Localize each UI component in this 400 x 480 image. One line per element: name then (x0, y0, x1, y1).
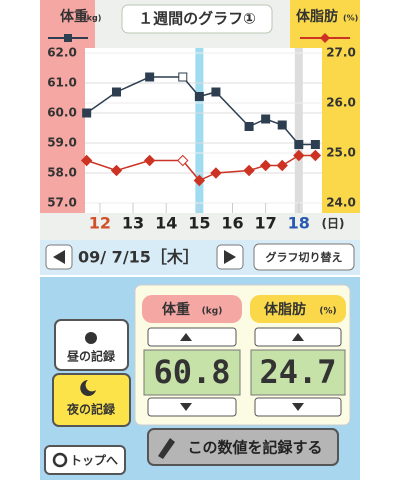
fat-header (250, 295, 346, 323)
title-box (121, 4, 273, 34)
day-label: 昼の記録 (66, 349, 116, 364)
weight-up[interactable] (147, 327, 237, 347)
next-icon (224, 250, 236, 264)
weight-display (143, 349, 241, 396)
pencil-icon (158, 438, 175, 459)
weight-label: 体重 (162, 301, 190, 318)
record-label: この数値を記録する (187, 439, 322, 457)
marker (82, 108, 92, 118)
fat-label: 体脂肪 (264, 301, 306, 318)
marker (293, 149, 305, 162)
weight-unit: (kg) (202, 307, 223, 317)
highlight-band (195, 48, 204, 213)
y-tick-label: 60.0 (47, 106, 77, 120)
right-title: 体脂肪 (296, 8, 338, 25)
marker (277, 120, 287, 130)
left-title: 体重 (60, 8, 88, 25)
marker (80, 154, 93, 167)
top-icon (52, 452, 68, 468)
x-tick-label: 15 (188, 214, 210, 233)
highlight-band (294, 48, 303, 213)
plot-bg (85, 48, 322, 213)
prev-icon (53, 250, 65, 264)
marker (110, 164, 123, 177)
top-button[interactable] (44, 445, 126, 475)
marker (243, 164, 255, 177)
marker (276, 159, 288, 172)
marker (211, 87, 221, 97)
switch-label: グラフ切り替え (266, 250, 343, 264)
x-tick-label: 16 (221, 214, 243, 233)
night-label: 夜の記録 (66, 402, 116, 417)
down-icon (180, 403, 192, 411)
marker (177, 154, 189, 167)
fat-value: 24.7 (259, 353, 336, 391)
date: 09/ 7/15［木］ (78, 248, 199, 267)
legend-marker-fat (320, 33, 330, 43)
marker (244, 122, 254, 131)
down-icon (292, 403, 304, 411)
y2-tick-label: 27.0 (326, 46, 356, 60)
title: １週間のグラフ① (138, 10, 256, 28)
right-unit: (%) (343, 14, 358, 23)
legend-marker-weight (64, 34, 72, 42)
weight-down[interactable] (147, 397, 237, 417)
marker (143, 154, 156, 167)
switch-button[interactable] (253, 243, 355, 271)
top-label: トップへ (70, 453, 118, 468)
marker (145, 72, 155, 82)
marker (193, 174, 206, 187)
weight-header (142, 295, 242, 323)
x-tick-label: 12 (89, 214, 111, 233)
marker (310, 140, 320, 149)
night-button[interactable] (52, 373, 131, 427)
x-tick-label: 14 (155, 214, 177, 233)
y-tick-label: 61.0 (47, 76, 77, 90)
y-tick-label: 57.0 (47, 196, 77, 210)
x-tick-label: 18 (288, 214, 310, 233)
y2-tick-label: 24.0 (326, 196, 356, 210)
marker (309, 149, 322, 162)
up-icon (180, 333, 192, 341)
day-button[interactable] (54, 319, 129, 371)
marker (210, 167, 222, 179)
sun-icon (85, 332, 97, 344)
marker (261, 114, 271, 124)
y-tick-label: 62.0 (47, 46, 77, 60)
marker (178, 72, 188, 82)
y-tick-label: 58.0 (47, 166, 77, 180)
fat-display (250, 349, 346, 396)
y2-tick-label: 26.0 (326, 96, 356, 110)
y2-tick-label: 25.0 (326, 146, 356, 160)
marker (259, 159, 272, 172)
x-axis-suffix: (日) (322, 217, 345, 231)
moon-icon (80, 380, 96, 396)
record-button[interactable] (147, 428, 339, 466)
marker (194, 92, 204, 101)
marker (111, 87, 121, 97)
weight-value: 60.8 (153, 353, 230, 391)
x-tick-label: 17 (255, 214, 277, 233)
left-axis-bg (40, 48, 85, 213)
marker (294, 140, 304, 149)
fat-unit: (%) (319, 307, 336, 317)
left-unit: (kg) (83, 14, 101, 23)
right-axis-bg (322, 48, 360, 213)
up-icon (292, 333, 304, 341)
x-tick-label: 13 (122, 214, 144, 233)
y-tick-label: 59.0 (47, 136, 77, 150)
